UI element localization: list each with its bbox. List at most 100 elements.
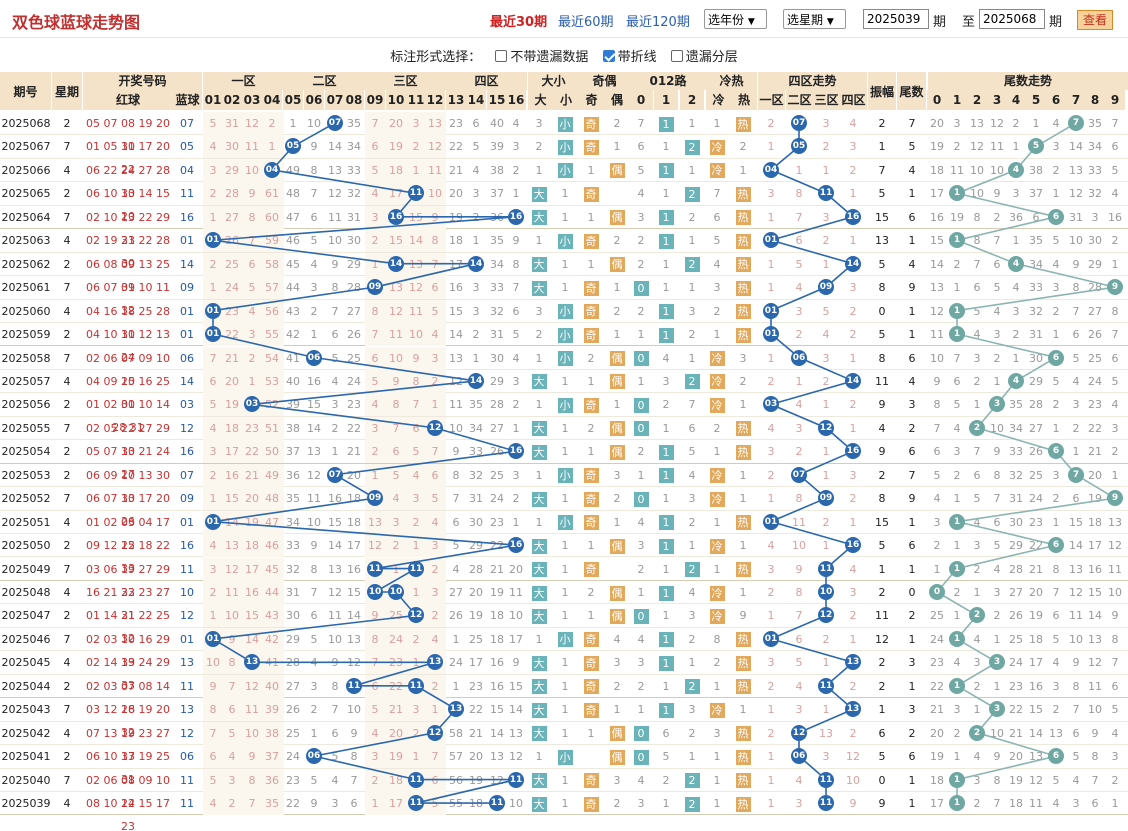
omission-cell: 2 <box>512 492 520 506</box>
size-big-cell: 1 <box>535 163 543 177</box>
big-header: 大 <box>528 90 553 110</box>
tail-omission-cell: 11 <box>1029 797 1043 811</box>
to-issue-input[interactable]: 2025068 <box>979 9 1045 29</box>
omission-cell: 12 <box>245 679 259 693</box>
omission-cell: 1 <box>248 374 256 388</box>
year-select[interactable]: 选年份 ▼ <box>704 9 767 29</box>
omission-cell: 4 <box>209 140 217 154</box>
tail-omission-cell: 28 <box>1088 281 1102 295</box>
tail-omission-cell: 1 <box>973 586 981 599</box>
omission-cell: 44 <box>286 281 300 295</box>
no-omission-checkbox[interactable] <box>495 50 508 62</box>
zone-omission-cell: 12 <box>846 750 860 764</box>
omission-cell: 22 <box>469 703 483 717</box>
omission-cell: 4 <box>431 632 439 646</box>
omission-cell: 9 <box>431 210 439 224</box>
tail-omission-cell: 11 <box>990 140 1004 154</box>
week-select[interactable]: 选星期 ▼ <box>783 9 846 29</box>
parity-odd-cell: 奇 <box>579 112 603 135</box>
omission-cell: 50 <box>265 445 279 459</box>
omission-cell: 18 <box>347 492 361 506</box>
omission-cell: 16 <box>307 374 321 388</box>
omission-cell: 30 <box>490 351 504 365</box>
tail-omission-cell: 11 <box>930 328 944 342</box>
road-mark: 2 <box>684 374 700 390</box>
table-row: 2025049 7 03 06 19 27 29 33 11 3 12 17 45 32 8 13 1… <box>0 557 1128 599</box>
tail-omission-cell: 31 <box>1029 328 1043 342</box>
road-cell: 5 <box>662 750 670 764</box>
zone-omission-cell: 5 <box>822 304 830 318</box>
zone-omission-cell: 1 <box>849 234 857 248</box>
omission-cell: 23 <box>225 304 239 318</box>
road-cell: 1 <box>654 112 678 135</box>
omission-cell: 40 <box>286 374 300 388</box>
zone-omission-cell: 2 <box>822 374 830 388</box>
tail-omission-cell: 3 <box>1052 679 1060 693</box>
layer-checkbox[interactable] <box>670 50 683 62</box>
omission-cell: 4 <box>310 656 318 670</box>
blue-ball-marker: 07 <box>327 115 343 131</box>
table-row: 2025043 7 03 12 16 19 20 32 13 8 6 11 39 26 2 7 10 5… <box>0 698 1128 739</box>
omission-cell: 61 <box>265 187 279 201</box>
tail-omission-cell: 5 <box>1072 750 1080 764</box>
omission-cell: 21 <box>490 562 504 576</box>
tail-ball-marker: 9 <box>1107 490 1123 507</box>
red-balls-cell: 05 07 08 19 20 31 <box>86 117 170 153</box>
road-mark: 2 <box>684 139 700 155</box>
zone-omission-cell: 2 <box>849 163 857 177</box>
tail-omission-cell: 3 <box>953 703 961 717</box>
hot-cell: 热 <box>731 112 755 135</box>
road-cell: 2 <box>637 445 645 459</box>
from-issue-input[interactable]: 2025039 <box>863 9 929 29</box>
hot-cell: 热 <box>731 323 755 346</box>
week-cell: 7 <box>63 140 71 154</box>
omission-cell: 12 <box>328 187 342 201</box>
omission-cell: 21 <box>449 163 463 177</box>
amp-cell: 0 <box>878 773 886 787</box>
road-cell: 2 <box>680 558 704 581</box>
parity-even-cell <box>605 182 629 205</box>
omission-cell: 24 <box>490 492 504 506</box>
range-30-link[interactable]: 最近30期 <box>490 15 548 30</box>
red-balls-cell: 06 08 09 13 25 31 <box>86 257 170 294</box>
omission-cell: 4 <box>431 515 439 529</box>
omission-cell: 14 <box>328 539 342 553</box>
blue-ball-cell: 04 <box>180 163 194 177</box>
tail-omission-cell: 2 <box>1012 117 1020 130</box>
hot-cell: 热 <box>731 651 755 674</box>
polyline-checkbox[interactable] <box>602 50 615 62</box>
omission-cell: 35 <box>286 492 300 506</box>
omission-cell: 3 <box>228 773 236 787</box>
tail-omission-cell: 2 <box>1052 163 1060 177</box>
omission-cell: 2 <box>310 703 318 717</box>
parity-mark: 偶 <box>609 257 625 273</box>
omission-cell: 32 <box>286 562 300 576</box>
blue-ball-marker: 01 <box>205 513 221 530</box>
blue-ball-marker: 11 <box>408 677 424 694</box>
parity-mark: 奇 <box>583 397 599 413</box>
issue-header: 期号 <box>0 72 52 110</box>
zone-omission-cell: 1 <box>822 257 830 271</box>
road-cell: 3 <box>688 703 696 717</box>
zone-ball-marker: 01 <box>763 630 779 647</box>
omission-cell: 4 <box>392 492 400 506</box>
tail-omission-cell: 3 <box>1072 797 1080 811</box>
road-mark: 1 <box>658 116 674 132</box>
omission-cell: 43 <box>286 304 300 318</box>
table-row: 2025061 7 06 07 09 10 11 32 09 1 24 5 57 44 3 8 28 0… <box>0 276 1128 317</box>
amp-cell: 2 <box>878 117 886 130</box>
hot-cell: 冷 <box>705 135 729 158</box>
issue-cell: 2025057 <box>1 374 51 388</box>
omission-cell: 5 <box>431 797 439 811</box>
tail-omission-cell: 1 <box>1012 234 1020 248</box>
omission-cell: 6 <box>310 210 318 224</box>
amp-cell: 8 <box>878 351 886 365</box>
tail-omission-cell: 1 <box>1052 187 1060 201</box>
omission-cell: 19 <box>469 609 483 623</box>
range-120-link[interactable]: 最近120期 <box>626 15 690 30</box>
tail-omission-cell: 4 <box>1111 187 1119 201</box>
view-button[interactable]: 查看 <box>1077 10 1113 30</box>
tail-cell: 6 <box>908 351 916 365</box>
road-mark: 1 <box>658 444 674 460</box>
range-60-link[interactable]: 最近60期 <box>558 15 614 30</box>
